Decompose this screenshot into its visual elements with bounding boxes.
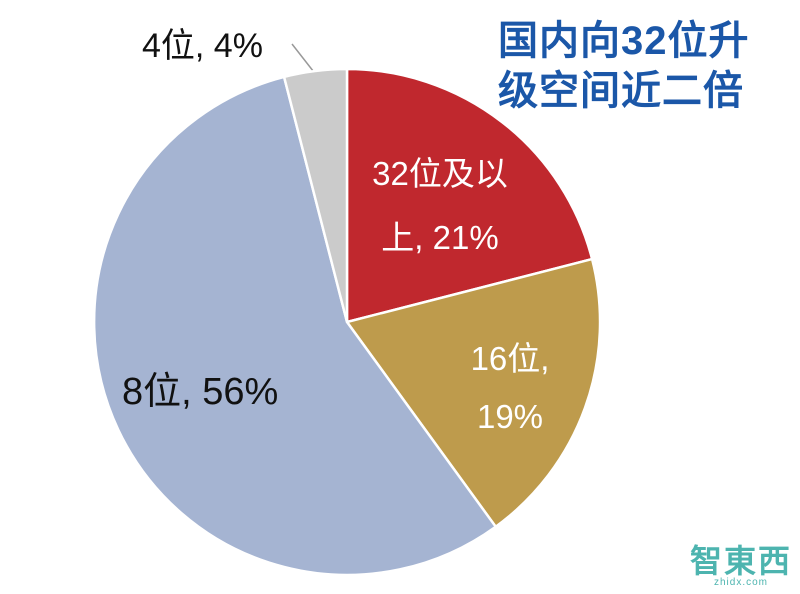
slice-label-8bit: 8位, 56%	[122, 371, 279, 413]
chart-title-line1: 国内向32位升	[498, 19, 750, 63]
pie-slice-32bit-plus	[345, 67, 594, 324]
watermark-subtext: zhidx.com	[713, 577, 768, 588]
slice-label-16bit-line2: 19%	[476, 398, 544, 435]
slice-label-32bit-line1: 32位及以	[372, 155, 508, 192]
pie-slice-4bit	[282, 67, 349, 324]
slice-label-16bit-line1: 16位,	[470, 340, 550, 377]
slice-label-32bit-plus: 32位及以 上, 21%	[350, 142, 530, 270]
chart-title-line2: 级空间近二倍	[498, 69, 744, 113]
slice-label-16bit: 16位, 19%	[450, 330, 570, 446]
slice-label-32bit-line2: 上, 21%	[381, 219, 499, 256]
slice-label-4bit: 4位, 4%	[142, 27, 263, 65]
chart-title: 国内向32位升 级空间近二倍	[498, 16, 798, 116]
pie-slice-8bit	[92, 75, 497, 577]
pie-slice-16bit	[345, 257, 602, 528]
watermark-logo: 智東西 zhidx.com	[690, 545, 792, 588]
watermark-text: 智東西	[689, 543, 792, 579]
